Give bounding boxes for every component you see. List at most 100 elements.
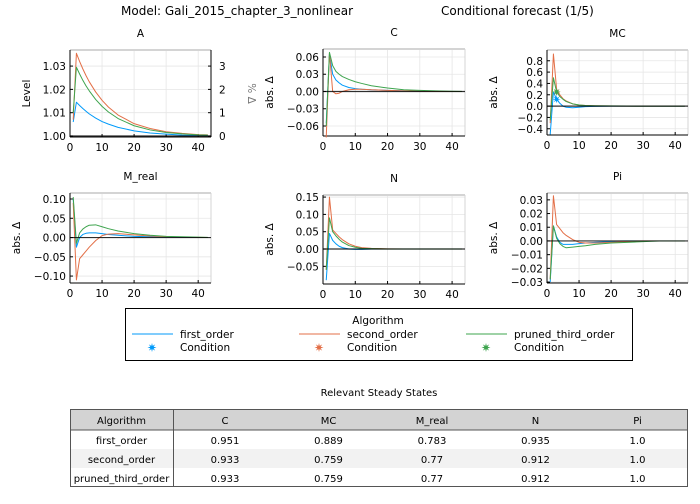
y-axis-label: abs. Δ	[488, 75, 500, 108]
series-line-second_order	[325, 52, 462, 138]
y-tick-label: 0.01	[520, 222, 543, 234]
legend-condition-marker-second_order	[314, 343, 324, 352]
y-tick-label: 0.10	[296, 209, 319, 221]
panel-c: C 0 10 20 30 40 −0.06 −0.03 0.00 0.03 0.06 abs. Δ	[264, 27, 466, 153]
series-line-first_order	[72, 198, 208, 248]
series-line-first_order	[325, 232, 462, 281]
y-tick-label: 0.03	[296, 69, 319, 81]
table-cell: 0.935	[521, 436, 550, 447]
y-tick-label: 0.05	[296, 227, 319, 239]
y-tick-label: −0.4	[518, 124, 544, 136]
table-cell: 1.0	[630, 436, 646, 447]
panel-title: N	[390, 173, 398, 185]
x-tick-label: 20	[604, 140, 617, 152]
table-header-cell: MC	[321, 416, 337, 427]
series-line-second_order	[72, 202, 208, 281]
series-line-second_order	[72, 52, 208, 136]
series-line-pruned_third_order	[72, 197, 208, 244]
legend-label: second_order	[347, 329, 418, 341]
condition-marker-pruned_third_order	[552, 87, 561, 96]
series-line-second_order	[549, 53, 685, 124]
series-line-pruned_third_order	[549, 77, 685, 121]
table-cell: 1.0	[630, 455, 646, 466]
x-tick-label: 40	[191, 142, 204, 154]
table-cell: 0.759	[314, 455, 343, 466]
panel-pi: Pi 0 10 20 30 40 −0.03 −0.02−0.01 0.00 0.010.02 0.…	[488, 171, 689, 300]
x-tick-label: 0	[67, 288, 74, 300]
x-tick-label: 10	[349, 141, 362, 153]
x-tick-label: 20	[381, 141, 394, 153]
series-line-second_order	[325, 196, 462, 270]
y-tick-label: 0.2	[526, 90, 543, 102]
legend-title: Algorithm	[352, 315, 403, 327]
table-header-cell: N	[532, 416, 539, 427]
table-border	[70, 409, 688, 487]
table-header-bg	[70, 409, 688, 430]
panel-n: N 0 10 20 30 40 −0.05 0.00 0.05 0.10 0.15 abs. Δ	[264, 173, 466, 301]
table-cell: 0.933	[211, 455, 240, 466]
x-tick-label: 10	[572, 288, 585, 300]
legend-label: pruned_third_order	[514, 329, 615, 341]
x-tick-label: 0	[544, 140, 551, 152]
x-tick-label: 40	[445, 289, 458, 301]
table-cell: 0.77	[421, 474, 443, 485]
y-tick-label: 1.02	[43, 84, 66, 96]
series-line-pruned_third_order	[72, 66, 208, 136]
table-cell: pruned_third_order	[74, 474, 171, 485]
table-cell: 0.759	[314, 474, 343, 485]
legend-condition-label: Condition	[180, 342, 230, 354]
y-tick-label-right: 2	[219, 84, 226, 96]
x-tick-label: 40	[191, 288, 204, 300]
x-tick-label: 0	[67, 142, 74, 154]
y-tick-label: 1.03	[43, 61, 66, 73]
panel-title: C	[390, 27, 397, 39]
x-tick-label: 10	[349, 289, 362, 301]
y-tick-label: 0.10	[43, 194, 66, 206]
table-header-cell: M_real	[416, 416, 449, 427]
y-axis-label: abs. Δ	[264, 222, 276, 255]
y-tick-label: −0.06	[287, 121, 319, 133]
series-line-pruned_third_order	[325, 51, 462, 127]
y-tick-label: 0.0	[526, 101, 543, 113]
legend-box	[125, 308, 633, 361]
y-tick-label: −0.2	[518, 112, 544, 124]
y-tick-label: 0.03	[520, 195, 543, 207]
table-cell: 1.0	[630, 474, 646, 485]
legend-condition-label: Condition	[347, 342, 397, 354]
x-tick-label: 20	[604, 288, 617, 300]
series-line-pruned_third_order	[325, 217, 462, 270]
series-line-first_order	[549, 225, 685, 283]
x-tick-label: 20	[381, 289, 394, 301]
y-tick-label: 0.8	[526, 56, 543, 68]
legend-condition-marker-first_order	[147, 343, 157, 352]
series-line-second_order	[549, 195, 685, 280]
y-tick-label: −0.05	[34, 252, 66, 264]
x-tick-label: 0	[544, 288, 551, 300]
x-tick-label: 10	[95, 142, 108, 154]
y-tick-label: −0.05	[287, 261, 319, 273]
y-axis-label-right: % Δ	[245, 83, 257, 104]
x-tick-label: 30	[413, 141, 426, 153]
y-tick-label: −0.10	[34, 271, 66, 283]
y-tick-label: −0.03	[287, 104, 319, 116]
table-title: Relevant Steady States	[321, 388, 438, 399]
x-tick-label: 10	[572, 140, 585, 152]
y-tick-label: −0.02	[511, 263, 543, 275]
table-cell: 0.912	[521, 455, 550, 466]
y-tick-label: 0.00	[296, 244, 319, 256]
y-tick-label: 0.05	[43, 213, 66, 225]
panel-title: MC	[609, 28, 625, 40]
legend: Algorithm first_orderConditionsecond_ord…	[125, 308, 633, 361]
y-tick-label: −0.03	[511, 277, 543, 289]
y-axis-label: Level	[21, 80, 33, 108]
panels: A 0 10 20 30 40 1.00 1.01 1.02 1.03 Level 0 1 2 3 % Δ C 0…	[11, 27, 689, 301]
x-tick-label: 10	[95, 288, 108, 300]
table-header-cell: Pi	[633, 416, 642, 427]
table-header-cell: C	[222, 416, 229, 427]
y-axis-label: abs. Δ	[11, 221, 23, 254]
x-tick-label: 20	[127, 288, 140, 300]
table-header-cell: Algorithm	[97, 416, 146, 427]
legend-condition-label: Condition	[514, 342, 564, 354]
y-tick-label: 1.00	[43, 131, 66, 143]
